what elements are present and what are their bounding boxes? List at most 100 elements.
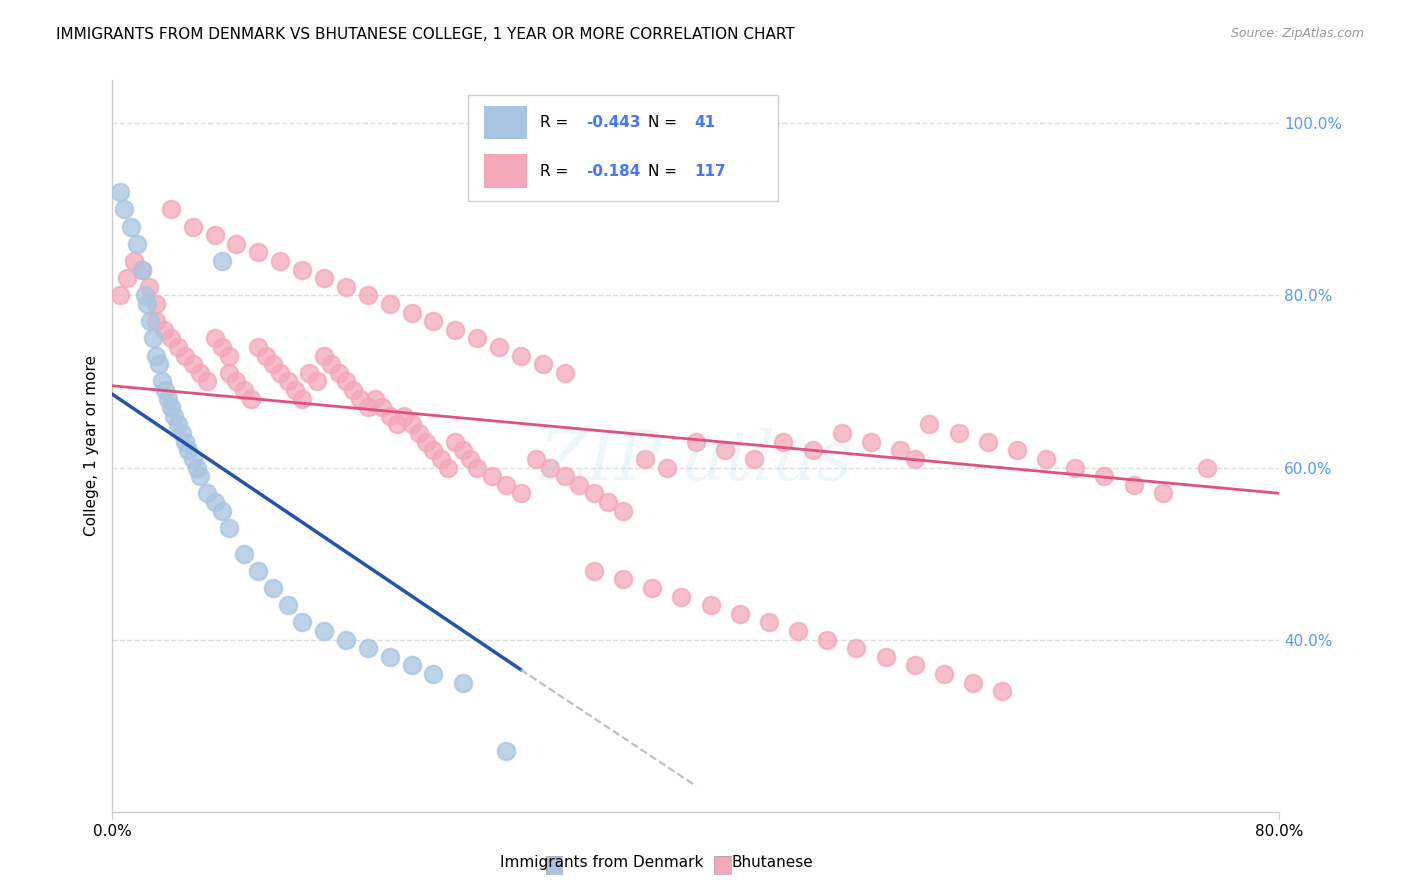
- Point: [108, 288, 131, 302]
- Point: [188, 469, 211, 483]
- Point: [509, 349, 531, 363]
- Point: [801, 443, 824, 458]
- Point: [815, 632, 838, 647]
- Point: [153, 383, 176, 397]
- Point: [875, 649, 897, 664]
- Point: [335, 632, 357, 647]
- Point: [120, 219, 142, 234]
- Point: [904, 658, 927, 673]
- Point: [218, 521, 240, 535]
- Point: [247, 245, 270, 260]
- Point: [181, 357, 204, 371]
- Point: [422, 314, 444, 328]
- Point: [1122, 477, 1144, 491]
- Point: [145, 314, 167, 328]
- Point: [127, 236, 149, 251]
- Point: [218, 349, 240, 363]
- Point: [465, 331, 488, 345]
- Point: [758, 615, 780, 630]
- Point: [860, 434, 883, 449]
- Point: [582, 486, 605, 500]
- Point: [262, 581, 284, 595]
- Point: [134, 288, 156, 302]
- Point: [714, 443, 737, 458]
- Point: [112, 202, 135, 217]
- Point: [298, 366, 321, 380]
- Text: Source: ZipAtlas.com: Source: ZipAtlas.com: [1230, 27, 1364, 40]
- Point: [138, 280, 160, 294]
- Point: [612, 503, 634, 517]
- Text: IMMIGRANTS FROM DENMARK VS BHUTANESE COLLEGE, 1 YEAR OR MORE CORRELATION CHART: IMMIGRANTS FROM DENMARK VS BHUTANESE COL…: [56, 27, 794, 42]
- Point: [641, 581, 664, 595]
- Point: [1152, 486, 1174, 500]
- Point: [150, 375, 173, 389]
- Point: [160, 331, 183, 345]
- Point: [598, 495, 620, 509]
- Point: [305, 375, 328, 389]
- Point: [349, 392, 371, 406]
- Point: [174, 349, 197, 363]
- Point: [131, 262, 153, 277]
- Point: [124, 254, 146, 268]
- Point: [163, 409, 186, 423]
- Point: [145, 349, 167, 363]
- Point: [531, 357, 554, 371]
- Point: [277, 598, 299, 612]
- Point: [612, 573, 634, 587]
- Point: [1035, 451, 1057, 466]
- Point: [172, 426, 194, 441]
- Point: [167, 340, 190, 354]
- Point: [148, 357, 170, 371]
- Point: [204, 228, 226, 243]
- Point: [328, 366, 350, 380]
- Point: [335, 280, 357, 294]
- Point: [342, 383, 364, 397]
- Text: Immigrants from Denmark: Immigrants from Denmark: [499, 855, 703, 870]
- Y-axis label: College, 1 year or more: College, 1 year or more: [83, 356, 98, 536]
- Point: [744, 451, 766, 466]
- Point: [357, 288, 380, 302]
- Point: [188, 366, 211, 380]
- Point: [195, 486, 218, 500]
- Point: [889, 443, 911, 458]
- Point: [247, 564, 270, 578]
- Point: [174, 434, 197, 449]
- Point: [918, 417, 941, 432]
- Point: [284, 383, 307, 397]
- Point: [685, 434, 707, 449]
- Point: [247, 340, 270, 354]
- Point: [728, 607, 751, 621]
- Point: [291, 615, 314, 630]
- Point: [415, 434, 437, 449]
- Point: [160, 401, 183, 415]
- Point: [145, 297, 167, 311]
- Point: [211, 254, 233, 268]
- Point: [991, 684, 1014, 698]
- Point: [291, 392, 314, 406]
- Point: [845, 641, 868, 656]
- Point: [160, 202, 183, 217]
- Point: [1195, 460, 1218, 475]
- Point: [211, 340, 233, 354]
- Point: [291, 262, 314, 277]
- Point: [335, 375, 357, 389]
- Point: [204, 495, 226, 509]
- Point: [357, 401, 380, 415]
- Point: [385, 417, 408, 432]
- Point: [671, 590, 693, 604]
- Point: [232, 383, 254, 397]
- Point: [254, 349, 277, 363]
- Point: [554, 366, 576, 380]
- Point: [262, 357, 284, 371]
- Point: [962, 675, 984, 690]
- Point: [1094, 469, 1116, 483]
- Point: [186, 460, 208, 475]
- Point: [488, 340, 510, 354]
- Point: [976, 434, 998, 449]
- Point: [787, 624, 810, 638]
- Point: [181, 219, 204, 234]
- Point: [538, 460, 561, 475]
- Point: [167, 417, 190, 432]
- Point: [378, 297, 401, 311]
- Point: [378, 649, 401, 664]
